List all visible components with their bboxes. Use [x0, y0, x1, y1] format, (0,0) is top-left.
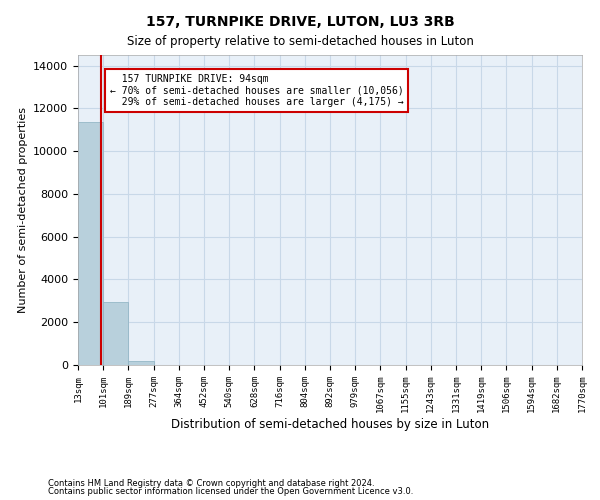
Bar	[128, 362, 154, 365]
Text: Contains public sector information licensed under the Open Government Licence v3: Contains public sector information licen…	[48, 487, 413, 496]
Bar	[78, 122, 103, 365]
Text: Contains HM Land Registry data © Crown copyright and database right 2024.: Contains HM Land Registry data © Crown c…	[48, 479, 374, 488]
Text: 157 TURNPIKE DRIVE: 94sqm  
← 70% of semi-detached houses are smaller (10,056)
 : 157 TURNPIKE DRIVE: 94sqm ← 70% of semi-…	[110, 74, 404, 108]
Y-axis label: Number of semi-detached properties: Number of semi-detached properties	[17, 107, 28, 313]
X-axis label: Distribution of semi-detached houses by size in Luton: Distribution of semi-detached houses by …	[171, 418, 489, 431]
Text: 157, TURNPIKE DRIVE, LUTON, LU3 3RB: 157, TURNPIKE DRIVE, LUTON, LU3 3RB	[146, 15, 454, 29]
Bar	[103, 302, 128, 365]
Text: Size of property relative to semi-detached houses in Luton: Size of property relative to semi-detach…	[127, 35, 473, 48]
